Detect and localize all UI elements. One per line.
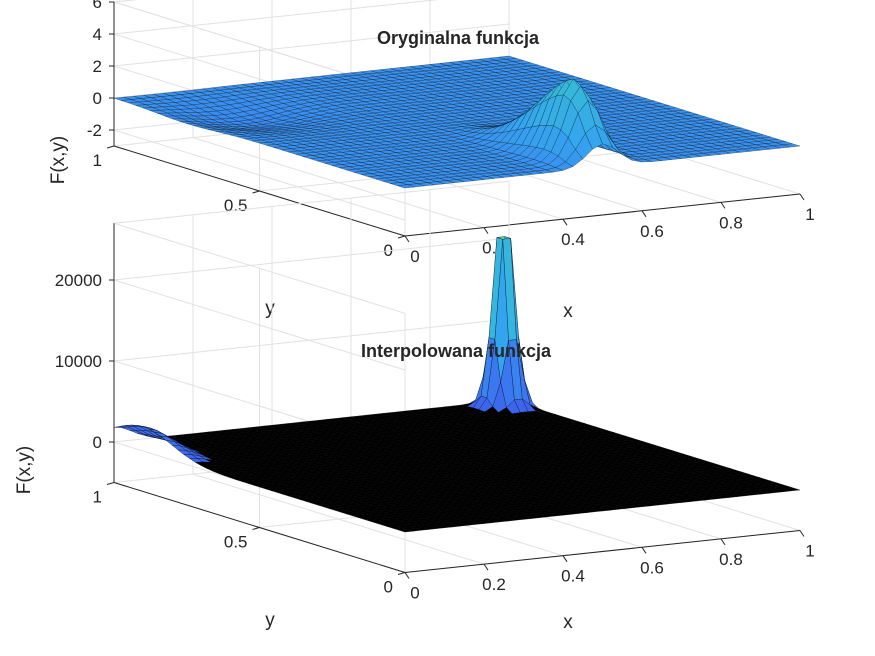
z-tick-label: 2	[93, 57, 102, 76]
box-edge	[113, 222, 406, 314]
grid-line	[113, 318, 510, 362]
x-tick-label: 0	[410, 247, 419, 266]
ylabel-interpolated: y	[265, 610, 275, 631]
x-tick-label: 0.2	[482, 575, 506, 594]
x-tick-mark	[483, 563, 489, 571]
x-tick-label: 0.6	[640, 558, 664, 577]
xlabel-interpolated: x	[563, 612, 573, 633]
xlabel-original: x	[563, 301, 573, 322]
x-tick-label: 0	[410, 584, 419, 603]
surface-patch	[782, 143, 801, 148]
x-tick-mark	[641, 210, 647, 218]
x-tick-mark	[404, 572, 410, 579]
y-tick-label: 1	[93, 488, 102, 507]
box-edge	[113, 0, 138, 3]
x-axis-line	[404, 193, 801, 237]
grid-line	[113, 279, 406, 371]
grid-line	[113, 129, 406, 221]
z-tick-label: 10000	[55, 352, 102, 371]
grid-line	[113, 23, 510, 67]
y-tick-label: 0	[384, 578, 393, 597]
x-tick-label: 0.4	[561, 567, 585, 586]
x-tick-label: 1	[805, 205, 814, 224]
x-tick-mark	[562, 555, 568, 562]
grid-line	[113, 0, 138, 3]
y-tick-mark	[252, 190, 260, 194]
z-tick-label: 4	[93, 25, 102, 44]
y-tick-mark	[106, 145, 115, 149]
title-original: Oryginalna funkcja	[377, 28, 540, 48]
z-tick-label: 0	[93, 433, 102, 452]
x-tick-label: 0.4	[561, 230, 585, 249]
x-tick-mark	[562, 218, 568, 226]
y-tick-mark	[252, 527, 260, 530]
title-interpolated: Interpolowana funkcja	[361, 341, 552, 361]
z-tick-label: 6	[93, 0, 102, 12]
y-tick-label: 0.5	[224, 196, 248, 215]
x-tick-mark	[720, 538, 726, 546]
x-tick-label: 0.8	[719, 213, 743, 232]
y-tick-mark	[106, 482, 115, 485]
y-tick-mark	[397, 235, 406, 239]
surface-1	[113, 236, 801, 533]
x-tick-label: 1	[805, 542, 814, 561]
x-tick-label: 0.8	[719, 550, 743, 569]
surface-0	[113, 55, 801, 189]
x-tick-mark	[404, 235, 410, 243]
box-edge	[113, 180, 510, 224]
z-tick-label: -2	[87, 121, 102, 140]
grid-line	[113, 237, 510, 281]
x-tick-mark	[799, 193, 805, 201]
z-tick-label: 20000	[55, 271, 102, 290]
x-tick-mark	[720, 202, 726, 209]
grid-line	[113, 0, 439, 35]
ylabel-original: y	[265, 298, 275, 319]
zlabel-original: F(x,y)	[48, 136, 69, 185]
x-tick-mark	[641, 547, 647, 554]
x-tick-mark	[483, 227, 489, 234]
x-tick-mark	[799, 530, 805, 537]
z-tick-label: 0	[93, 89, 102, 108]
y-tick-mark	[397, 572, 406, 575]
y-tick-label: 1	[93, 151, 102, 170]
zlabel-interpolated: F(x,y)	[14, 446, 35, 495]
x-tick-label: 0.6	[640, 222, 664, 241]
axes-interpolated: 0 0.2 0.4 0.6 0.8 1 0 0.5 1 0 10000 20000 Interpolo…	[14, 180, 815, 633]
y-tick-label: 0.5	[224, 533, 248, 552]
